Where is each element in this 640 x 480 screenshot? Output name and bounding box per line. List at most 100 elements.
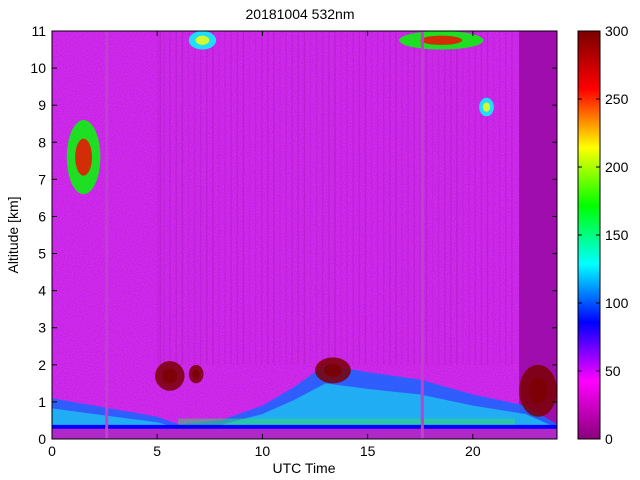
colorbar-tick-label: 300 <box>605 23 629 39</box>
signal-streak <box>193 31 196 365</box>
ground-return <box>52 424 557 429</box>
signal-streak <box>279 31 281 365</box>
signal-streak <box>248 31 251 365</box>
y-tick-label: 11 <box>31 23 46 39</box>
y-tick-label: 0 <box>38 431 46 447</box>
signal-streak <box>370 31 373 365</box>
y-tick-label: 3 <box>38 320 46 336</box>
y-tick-label: 6 <box>38 208 46 224</box>
signal-streak <box>267 31 269 365</box>
signal-streak <box>199 31 202 365</box>
y-axis-label: Altitude [km] <box>5 196 21 273</box>
data-gap <box>105 31 109 439</box>
y-tick-label: 9 <box>38 97 46 113</box>
signal-streak <box>450 31 452 365</box>
signal-streak <box>382 31 385 365</box>
y-tick-label: 8 <box>38 134 46 150</box>
colorbar-tick-label: 0 <box>605 431 613 447</box>
colorbar-tick-label: 150 <box>605 227 629 243</box>
signal-streak <box>346 31 348 365</box>
y-tick-label: 4 <box>38 283 46 299</box>
colorbar: 0 50 100 150 200 250 300 <box>577 23 629 447</box>
data-gap <box>420 31 424 439</box>
signal-streak <box>358 31 361 365</box>
signal-streak <box>254 31 257 365</box>
signal-streak <box>486 31 489 365</box>
signal-streak <box>303 31 306 365</box>
colorbar-tick-label: 250 <box>605 91 629 107</box>
cloud-core <box>482 102 491 112</box>
x-tick-label: 0 <box>48 443 56 459</box>
colorbar-tick-label: 200 <box>605 159 629 175</box>
signal-streak <box>431 31 434 365</box>
y-tick-label: 2 <box>38 357 46 373</box>
x-axis-label: UTC Time <box>273 460 336 476</box>
y-tick-label: 7 <box>38 171 46 187</box>
signal-streak <box>260 31 263 365</box>
signal-streak <box>181 31 184 365</box>
near-surface-aerosol <box>178 418 515 428</box>
signal-streak <box>407 31 409 365</box>
signal-streak <box>212 31 214 365</box>
plot-frame <box>51 30 558 440</box>
signal-streak <box>224 31 226 365</box>
signal-streak <box>230 31 232 365</box>
signal-streak <box>376 31 379 365</box>
signal-streak <box>206 31 208 365</box>
chart-title: 20181004 532nm <box>246 6 355 22</box>
signal-streak <box>462 31 464 365</box>
signal-streak <box>352 31 354 365</box>
boundary-layer-core <box>52 383 557 428</box>
signal-streak <box>492 31 495 365</box>
signal-streak <box>157 31 159 365</box>
plot-area <box>51 30 558 440</box>
x-axis: 0 5 10 15 20 <box>48 31 481 459</box>
signal-streak <box>273 31 275 365</box>
signal-streak <box>315 31 318 365</box>
signal-streak <box>474 31 477 365</box>
signal-streak <box>444 31 446 365</box>
colorbar-tick-label: 100 <box>605 295 629 311</box>
signal-streak <box>456 31 458 365</box>
signal-streak <box>340 31 342 365</box>
signal-streak <box>389 31 391 365</box>
signal-streak <box>480 31 483 365</box>
cloud-core <box>162 368 178 384</box>
x-tick-label: 5 <box>153 443 161 459</box>
signal-streak <box>334 31 336 365</box>
colorbar-tick-label: 50 <box>605 363 621 379</box>
signal-streak <box>291 31 293 365</box>
signal-streak <box>218 31 220 365</box>
cloud-core <box>75 138 92 176</box>
below-ground <box>52 428 557 439</box>
signal-streak <box>285 31 287 365</box>
signal-streak <box>236 31 239 365</box>
cloud-core <box>528 377 548 404</box>
y-tick-label: 1 <box>38 394 46 410</box>
signal-streak <box>321 31 324 365</box>
cloud-core <box>195 35 210 45</box>
signal-streak <box>175 31 178 365</box>
signal-streak <box>419 31 422 365</box>
signal-streak <box>187 31 190 365</box>
cloud-core <box>192 369 200 379</box>
x-tick-label: 10 <box>255 443 271 459</box>
signal-streak <box>169 31 171 365</box>
x-tick-label: 20 <box>465 443 481 459</box>
signal-streak <box>328 31 330 365</box>
signal-streak <box>498 31 501 365</box>
signal-streak <box>163 31 165 365</box>
cloud-core <box>323 363 342 377</box>
signal-streak <box>242 31 245 365</box>
signal-streak <box>401 31 403 365</box>
signal-streak <box>437 31 440 365</box>
signal-streak <box>309 31 312 365</box>
signal-streak <box>159 31 162 365</box>
signal-streak <box>425 31 428 365</box>
cloud-core <box>420 35 463 45</box>
signal-streak <box>505 31 507 365</box>
signal-streak <box>511 31 513 365</box>
signal-streak <box>364 31 367 365</box>
signal-streak <box>395 31 397 365</box>
